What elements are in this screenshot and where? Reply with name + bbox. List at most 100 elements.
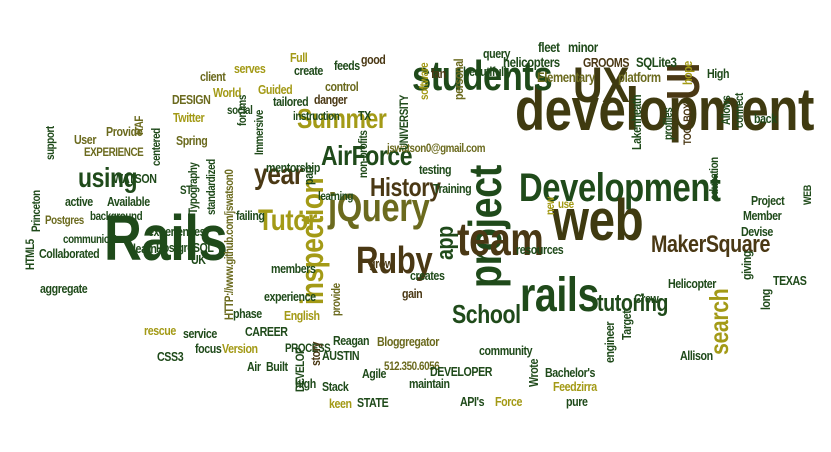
word-phase: phase <box>233 306 262 321</box>
word-keen: keen <box>329 396 352 411</box>
word-rails: Rails <box>104 202 228 274</box>
word-web: web <box>552 188 644 253</box>
word-uk: UK <box>191 252 206 267</box>
word-princeton: Princeton <box>29 190 43 232</box>
word-tx: TX <box>358 108 371 123</box>
word-developer: DEVELOPER <box>430 364 493 379</box>
word-centered: centered <box>149 128 163 166</box>
word-tailored: tailored <box>273 94 309 109</box>
word-aggregate: aggregate <box>40 281 88 296</box>
word-postgres: Postgres <box>45 213 84 227</box>
word-sqlite3: SQLite3 <box>636 54 677 70</box>
word-feeds: feeds <box>334 58 360 73</box>
word-failing: failing <box>236 208 265 223</box>
word-st: ST <box>180 183 192 197</box>
word-platform: platform <box>618 69 661 85</box>
word-allison: Allison <box>680 348 713 363</box>
word-bachelor-s: Bachelor's <box>545 365 595 380</box>
word-experience: EXPERIENCE <box>84 145 144 159</box>
word-beautifully: beautifully <box>463 64 512 79</box>
word-rescue: rescue <box>144 323 176 338</box>
word-texas: TEXAS <box>773 273 807 288</box>
word-available: Available <box>107 194 150 209</box>
word-education: education <box>707 157 721 200</box>
word-reagan: Reagan <box>333 333 370 348</box>
word-force: Force <box>495 394 522 409</box>
word-forums: forums <box>235 95 249 126</box>
word-bloggregator: Bloggregator <box>377 334 440 349</box>
word-social: social <box>227 103 253 117</box>
word-resources: resources <box>516 242 564 257</box>
word-history: History <box>370 172 441 202</box>
word-learn: learn <box>133 241 157 256</box>
word-spring: Spring <box>176 133 208 148</box>
word-profiles: profiles <box>661 107 675 140</box>
word-target: Target <box>619 310 634 340</box>
word-career: CAREER <box>245 324 288 339</box>
word-agile: Agile <box>362 366 387 381</box>
word-provide: Provide <box>106 124 143 139</box>
word-jswatson0-gmail-com: jswatson0@gmail.com <box>387 141 486 155</box>
word-process: PROCESS <box>285 341 331 355</box>
word-back: back <box>754 111 777 126</box>
word-giving: giving <box>739 251 754 280</box>
word-gain: gain <box>402 286 423 301</box>
word-grow: grow <box>369 256 393 271</box>
word-team: team <box>457 213 544 265</box>
word-pure: pure <box>566 394 588 409</box>
word-instruction: instruction <box>293 109 340 123</box>
word-app: app <box>432 226 459 260</box>
word-guided: Guided <box>258 82 293 97</box>
word-testing: testing <box>419 162 452 177</box>
word-web: WEB <box>802 185 814 205</box>
word-airforce: AirForce <box>321 140 413 171</box>
word-ux: UX <box>573 57 630 113</box>
word-full: Full <box>290 50 308 65</box>
word-active: active <box>65 194 93 209</box>
word-wrote: Wrote <box>526 359 541 387</box>
word-toolbox: TOOLBOX <box>682 103 694 145</box>
word-tutoring: tutoring <box>597 290 669 317</box>
word-jquery: jQuery <box>328 186 430 230</box>
word-tutor: Tutor <box>258 204 317 237</box>
word-communicator: communicator <box>63 232 126 246</box>
word-collaborated: Collaborated <box>39 246 100 261</box>
word-development: Development <box>519 166 721 210</box>
word-crew: Crew <box>634 291 659 306</box>
word-project: Project <box>751 193 785 208</box>
word-danger: danger <box>314 92 348 107</box>
word-fan: fan <box>431 66 446 81</box>
word-member: Member <box>743 208 782 223</box>
word-university: UNIVERSITY <box>397 95 411 150</box>
word-ruby: Ruby <box>356 240 433 282</box>
word-devise: Devise <box>741 224 773 239</box>
word-engineer: engineer <box>602 321 617 363</box>
word-search: search <box>704 288 734 355</box>
word-512-350-6056: 512.350.6056 <box>384 359 440 373</box>
word-support: support <box>43 126 57 160</box>
word-high: High <box>707 66 730 81</box>
word-world: World <box>213 85 241 100</box>
word-allows: Allows <box>719 95 733 125</box>
word-software: software <box>417 62 431 100</box>
word-helicopter: Helicopter <box>668 276 717 291</box>
word-background: background <box>90 209 143 223</box>
word-connect: connect <box>732 93 746 128</box>
word-grooms: GROOMS <box>583 55 630 70</box>
word-community: community <box>479 343 533 358</box>
word-control: control <box>325 79 359 94</box>
word-minor: minor <box>568 39 598 55</box>
word-api-s: API's <box>460 394 485 409</box>
word-user: User <box>74 132 97 147</box>
word-twitter: Twitter <box>173 110 205 125</box>
word-makersquare: MakerSquare <box>651 231 771 258</box>
word-non-profits: non-profits <box>356 130 370 178</box>
word-elementary: Elementary <box>537 69 595 85</box>
word-feedzirra: Feedzirra <box>553 379 597 394</box>
word-good: good <box>361 52 386 67</box>
word-year: year <box>254 158 303 191</box>
word-built: Built <box>266 359 288 374</box>
word-serves: serves <box>234 61 266 76</box>
word-design: DESIGN <box>172 92 211 107</box>
